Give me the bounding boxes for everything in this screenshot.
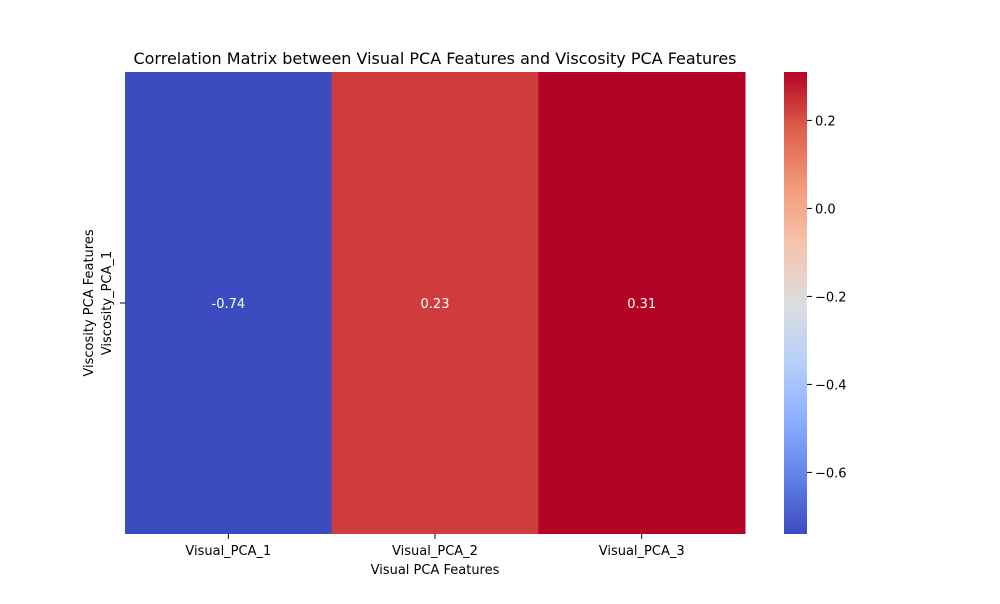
heatmap-cell — [125, 72, 333, 534]
colorbar-tick-label: −0.6 — [815, 466, 847, 481]
colorbar-tick-label: 0.2 — [815, 114, 836, 129]
heatmap-cell — [538, 72, 746, 534]
x-axis-ticks: Visual_PCA_1 Visual_PCA_2 Visual_PCA_3 — [185, 534, 685, 559]
colorbar — [784, 72, 807, 534]
chart-title: Correlation Matrix between Visual PCA Fe… — [133, 49, 736, 68]
colorbar-tick-label: −0.4 — [815, 378, 847, 393]
cell-value-label: -0.74 — [212, 297, 246, 312]
x-tick-label: Visual_PCA_2 — [392, 544, 478, 559]
x-tick-label: Visual_PCA_1 — [185, 544, 271, 559]
heatmap-cell — [331, 72, 539, 534]
colorbar-tick-label: −0.2 — [815, 290, 847, 305]
colorbar-ticks: 0.2 0.0 −0.2 −0.4 −0.6 — [807, 114, 847, 481]
colorbar-tick-label: 0.0 — [815, 202, 836, 217]
y-tick-label: Viscosity_PCA_1 — [100, 251, 115, 355]
y-axis-label: Viscosity PCA Features — [82, 229, 97, 376]
heatmap-cells: -0.74 0.23 0.31 — [125, 72, 746, 534]
x-tick-label: Visual_PCA_3 — [599, 544, 685, 559]
x-axis-label: Visual PCA Features — [371, 563, 500, 578]
cell-value-label: 0.31 — [627, 297, 656, 312]
y-axis-ticks: Viscosity_PCA_1 — [100, 251, 125, 355]
cell-value-label: 0.23 — [421, 297, 450, 312]
